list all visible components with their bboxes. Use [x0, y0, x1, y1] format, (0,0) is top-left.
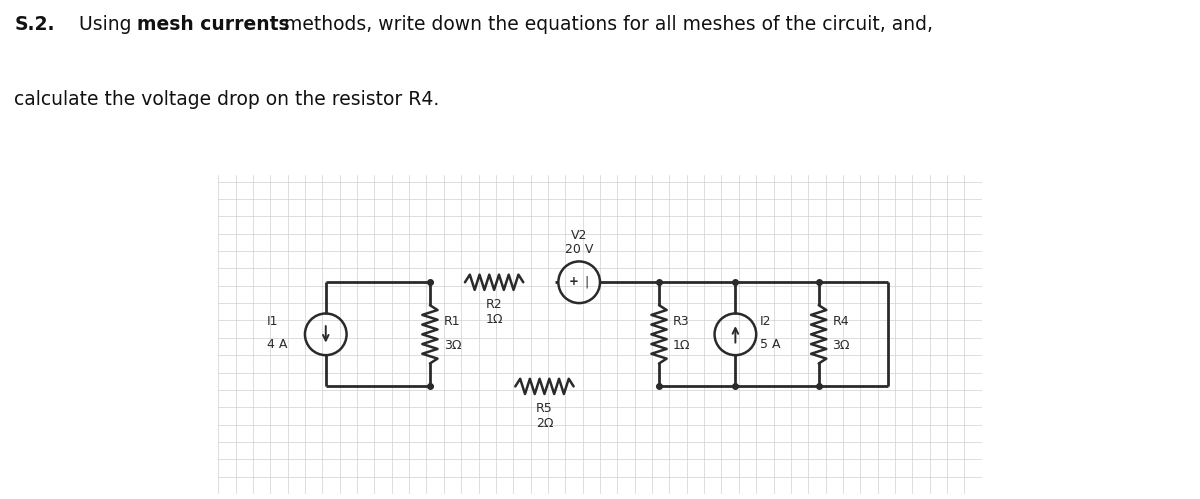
Text: R5: R5 — [536, 402, 553, 415]
Text: 2Ω: 2Ω — [535, 417, 553, 430]
Text: mesh currents: mesh currents — [137, 15, 289, 34]
Text: R4: R4 — [833, 315, 850, 328]
Text: 5 A: 5 A — [760, 338, 780, 351]
Text: 4 A: 4 A — [266, 338, 287, 351]
Text: +: + — [569, 275, 578, 288]
Text: R3: R3 — [673, 315, 690, 328]
Text: R1: R1 — [444, 315, 461, 328]
Text: 1Ω: 1Ω — [673, 339, 690, 352]
Text: R2: R2 — [486, 297, 503, 310]
Text: I2: I2 — [760, 315, 772, 328]
Text: 3Ω: 3Ω — [444, 339, 461, 352]
Text: S.2.: S.2. — [14, 15, 55, 34]
Text: Using: Using — [79, 15, 138, 34]
Text: 20 V: 20 V — [565, 243, 593, 256]
Text: I1: I1 — [266, 315, 278, 328]
Text: 1Ω: 1Ω — [485, 313, 503, 326]
Text: V2: V2 — [571, 229, 587, 242]
Text: methods, write down the equations for all meshes of the circuit, and,: methods, write down the equations for al… — [278, 15, 934, 34]
Text: 3Ω: 3Ω — [833, 339, 850, 352]
Text: |: | — [584, 275, 588, 288]
Text: calculate the voltage drop on the resistor R4.: calculate the voltage drop on the resist… — [14, 90, 439, 109]
